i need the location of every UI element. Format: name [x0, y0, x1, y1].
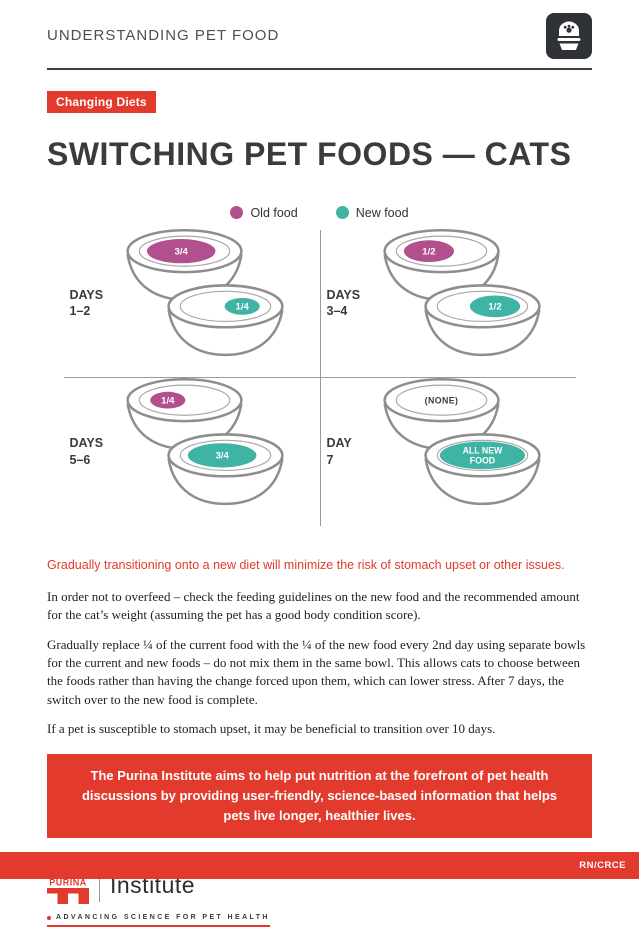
tagline-text: ADVANCING SCIENCE FOR PET HEALTH — [56, 914, 270, 922]
portion-label: 1/2 — [422, 247, 435, 258]
brand-tagline: ADVANCING SCIENCE FOR PET HEALTH — [47, 914, 270, 927]
quadrant-days-5-6: DAYS 5–6 1/4 3/4 — [64, 377, 320, 526]
page-title: SWITCHING PET FOODS — CATS — [47, 136, 572, 172]
food-portion — [187, 442, 256, 468]
food-portion — [469, 295, 520, 318]
bowl: 1/4 — [125, 377, 243, 450]
food-portion — [439, 441, 525, 469]
portion-label: 3/4 — [215, 450, 229, 461]
old-food-dot-icon — [230, 206, 244, 220]
bowl-pair-diagram: 1/4 3/4 — [125, 377, 284, 505]
bowl: 3/4 — [166, 432, 284, 505]
day-word: DAYS — [69, 287, 104, 302]
portion-label: 1/4 — [161, 395, 175, 406]
footer-bar: RN/CRCE — [0, 852, 639, 879]
body-copy: In order not to overfeed – check the fee… — [47, 588, 592, 739]
header-divider — [47, 68, 592, 70]
portion-label: 1/2 — [488, 302, 501, 313]
legend-label-old: Old food — [250, 205, 298, 220]
day-word: DAYS — [69, 436, 104, 451]
paragraph: Gradually replace ¼ of the current food … — [47, 636, 586, 707]
document-title: UNDERSTANDING PET FOOD — [47, 27, 280, 44]
mission-callout: The Purina Institute aims to help put nu… — [47, 753, 592, 839]
food-portion — [403, 240, 454, 263]
day-range: 3–4 — [326, 304, 348, 319]
bowl: 1/4 — [166, 284, 284, 357]
food-portion — [146, 239, 215, 264]
day-word: DAYS — [326, 287, 361, 302]
transition-diagram: DAYS 1–2 3/4 1/4 DAYS 3–4 1/2 1/2 DAYS 5… — [63, 229, 576, 526]
footer-code: RN/CRCE — [579, 860, 626, 871]
highlight-text: Gradually transitioning onto a new diet … — [47, 557, 565, 572]
quadrant-days-3-4: DAYS 3–4 1/2 1/2 — [319, 229, 576, 378]
portion-label: 3/4 — [174, 247, 188, 258]
new-food-dot-icon — [335, 206, 349, 220]
section-badge: Changing Diets — [47, 91, 156, 113]
quadrant-day-7: DAY 7 (NONE) ALL NEW FOOD — [319, 377, 576, 526]
svg-text:FOOD: FOOD — [469, 455, 494, 465]
portion-label: ALL NEW — [462, 445, 502, 455]
quadrant-days-1-2: DAYS 1–2 3/4 1/4 — [63, 229, 320, 378]
legend-label-new: New food — [355, 205, 409, 220]
portion-label: 1/4 — [235, 302, 249, 313]
paragraph: If a pet is susceptible to stomach upset… — [47, 721, 496, 737]
day-range: 1–2 — [69, 304, 91, 319]
legend-item-old-food: Old food — [230, 205, 298, 220]
page-header: UNDERSTANDING PET FOOD — [47, 0, 592, 64]
bowl-pair-diagram: 3/4 1/4 — [125, 229, 284, 357]
bowl-pair-diagram: 1/2 1/2 — [382, 229, 541, 357]
food-portion — [149, 391, 185, 409]
legend: Old food New food — [47, 206, 592, 220]
day-range: 7 — [326, 452, 334, 467]
legend-item-new-food: New food — [335, 205, 409, 220]
paragraph: In order not to overfeed – check the fee… — [47, 588, 580, 623]
day-range: 5–6 — [69, 452, 91, 467]
portion-label: (NONE) — [424, 395, 458, 405]
food-portion — [224, 298, 260, 315]
brand-name: PURINA — [49, 878, 87, 888]
pet-food-bowl-icon — [546, 13, 592, 64]
day-word: DAY — [326, 436, 352, 451]
tagline-dot-icon — [47, 915, 51, 920]
bowl: 1/2 — [423, 284, 541, 357]
